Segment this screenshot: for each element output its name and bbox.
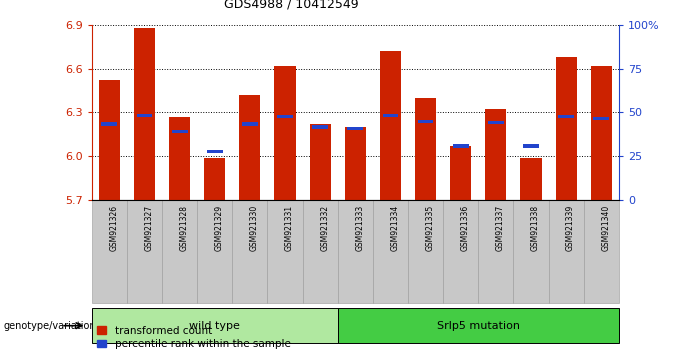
Bar bbox=[99, 80, 120, 200]
Bar bbox=[309, 124, 330, 200]
Bar bbox=[345, 127, 366, 200]
Text: GSM921326: GSM921326 bbox=[109, 205, 118, 251]
Bar bbox=[137, 114, 152, 117]
Bar bbox=[275, 66, 296, 200]
Text: GSM921327: GSM921327 bbox=[145, 205, 154, 251]
Bar bbox=[418, 120, 433, 123]
Text: GSM921334: GSM921334 bbox=[390, 205, 399, 251]
Bar bbox=[523, 144, 539, 148]
Text: GSM921329: GSM921329 bbox=[215, 205, 224, 251]
Bar bbox=[383, 114, 398, 117]
Bar bbox=[312, 125, 328, 129]
Bar bbox=[591, 66, 612, 200]
Bar bbox=[277, 115, 293, 118]
Bar bbox=[520, 158, 541, 200]
Text: GDS4988 / 10412549: GDS4988 / 10412549 bbox=[224, 0, 358, 11]
Legend: transformed count, percentile rank within the sample: transformed count, percentile rank withi… bbox=[97, 326, 290, 349]
Bar bbox=[207, 150, 222, 153]
Text: GSM921336: GSM921336 bbox=[461, 205, 470, 251]
Bar bbox=[242, 122, 258, 126]
Bar bbox=[415, 98, 436, 200]
Text: GSM921338: GSM921338 bbox=[531, 205, 540, 251]
Text: wild type: wild type bbox=[189, 321, 240, 331]
Text: GSM921335: GSM921335 bbox=[426, 205, 435, 251]
Bar bbox=[172, 130, 188, 133]
Bar bbox=[450, 146, 471, 200]
Bar bbox=[169, 117, 190, 200]
Bar bbox=[558, 115, 574, 118]
Bar bbox=[594, 116, 609, 120]
Text: genotype/variation: genotype/variation bbox=[3, 321, 96, 331]
Text: GSM921339: GSM921339 bbox=[566, 205, 575, 251]
Bar bbox=[134, 28, 155, 200]
Bar bbox=[488, 121, 504, 124]
Bar bbox=[380, 51, 401, 200]
Bar bbox=[204, 158, 225, 200]
Bar bbox=[453, 144, 469, 148]
Text: GSM921328: GSM921328 bbox=[180, 205, 188, 251]
Text: Srlp5 mutation: Srlp5 mutation bbox=[437, 321, 520, 331]
Text: GSM921332: GSM921332 bbox=[320, 205, 329, 251]
Bar bbox=[486, 109, 507, 200]
Bar bbox=[347, 127, 363, 130]
Text: GSM921340: GSM921340 bbox=[601, 205, 610, 251]
Bar bbox=[556, 57, 577, 200]
Text: GSM921337: GSM921337 bbox=[496, 205, 505, 251]
Bar bbox=[101, 122, 117, 126]
Text: GSM921333: GSM921333 bbox=[356, 205, 364, 251]
Text: GSM921330: GSM921330 bbox=[250, 205, 259, 251]
Text: GSM921331: GSM921331 bbox=[285, 205, 294, 251]
Bar bbox=[239, 95, 260, 200]
